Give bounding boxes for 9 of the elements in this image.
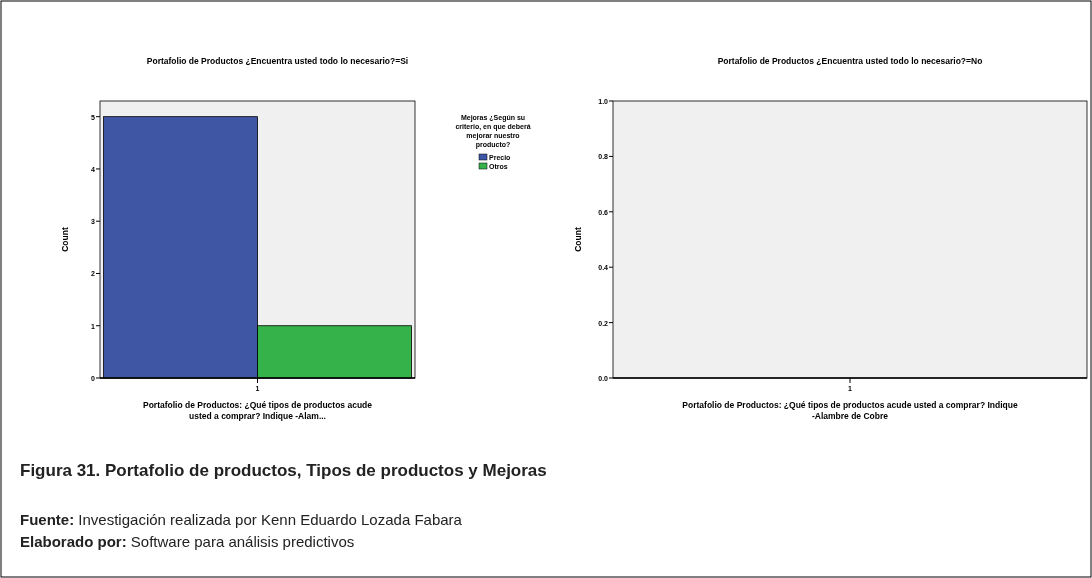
- source-note: Fuente: Investigación realizada por Kenn Eduardo Lozada Fabara: [20, 511, 463, 528]
- y-axis-title: Count: [60, 227, 70, 252]
- text: Elaborado por: Software para análisis predictivos: [20, 533, 355, 550]
- text: Figura 31. Portafolio de productos, Tipos de productos y Mejoras: [20, 461, 547, 480]
- chart-title: Portafolio de Productos ¿Encuentra usted todo lo necesario?=No: [717, 56, 983, 66]
- chart-title: Portafolio de Productos ¿Encuentra usted todo lo necesario?=Si: [146, 56, 409, 66]
- x-axis-title: Portafolio de Productos: ¿Qué tipos de productos acude usted a comprar? Indique -Alambre de Cobre: [682, 400, 1018, 421]
- y-axis-title: Count: [573, 227, 583, 252]
- x-axis-title: Portafolio de Productos: ¿Qué tipos de productos acude usted a comprar? Indique -Alam...: [142, 400, 373, 421]
